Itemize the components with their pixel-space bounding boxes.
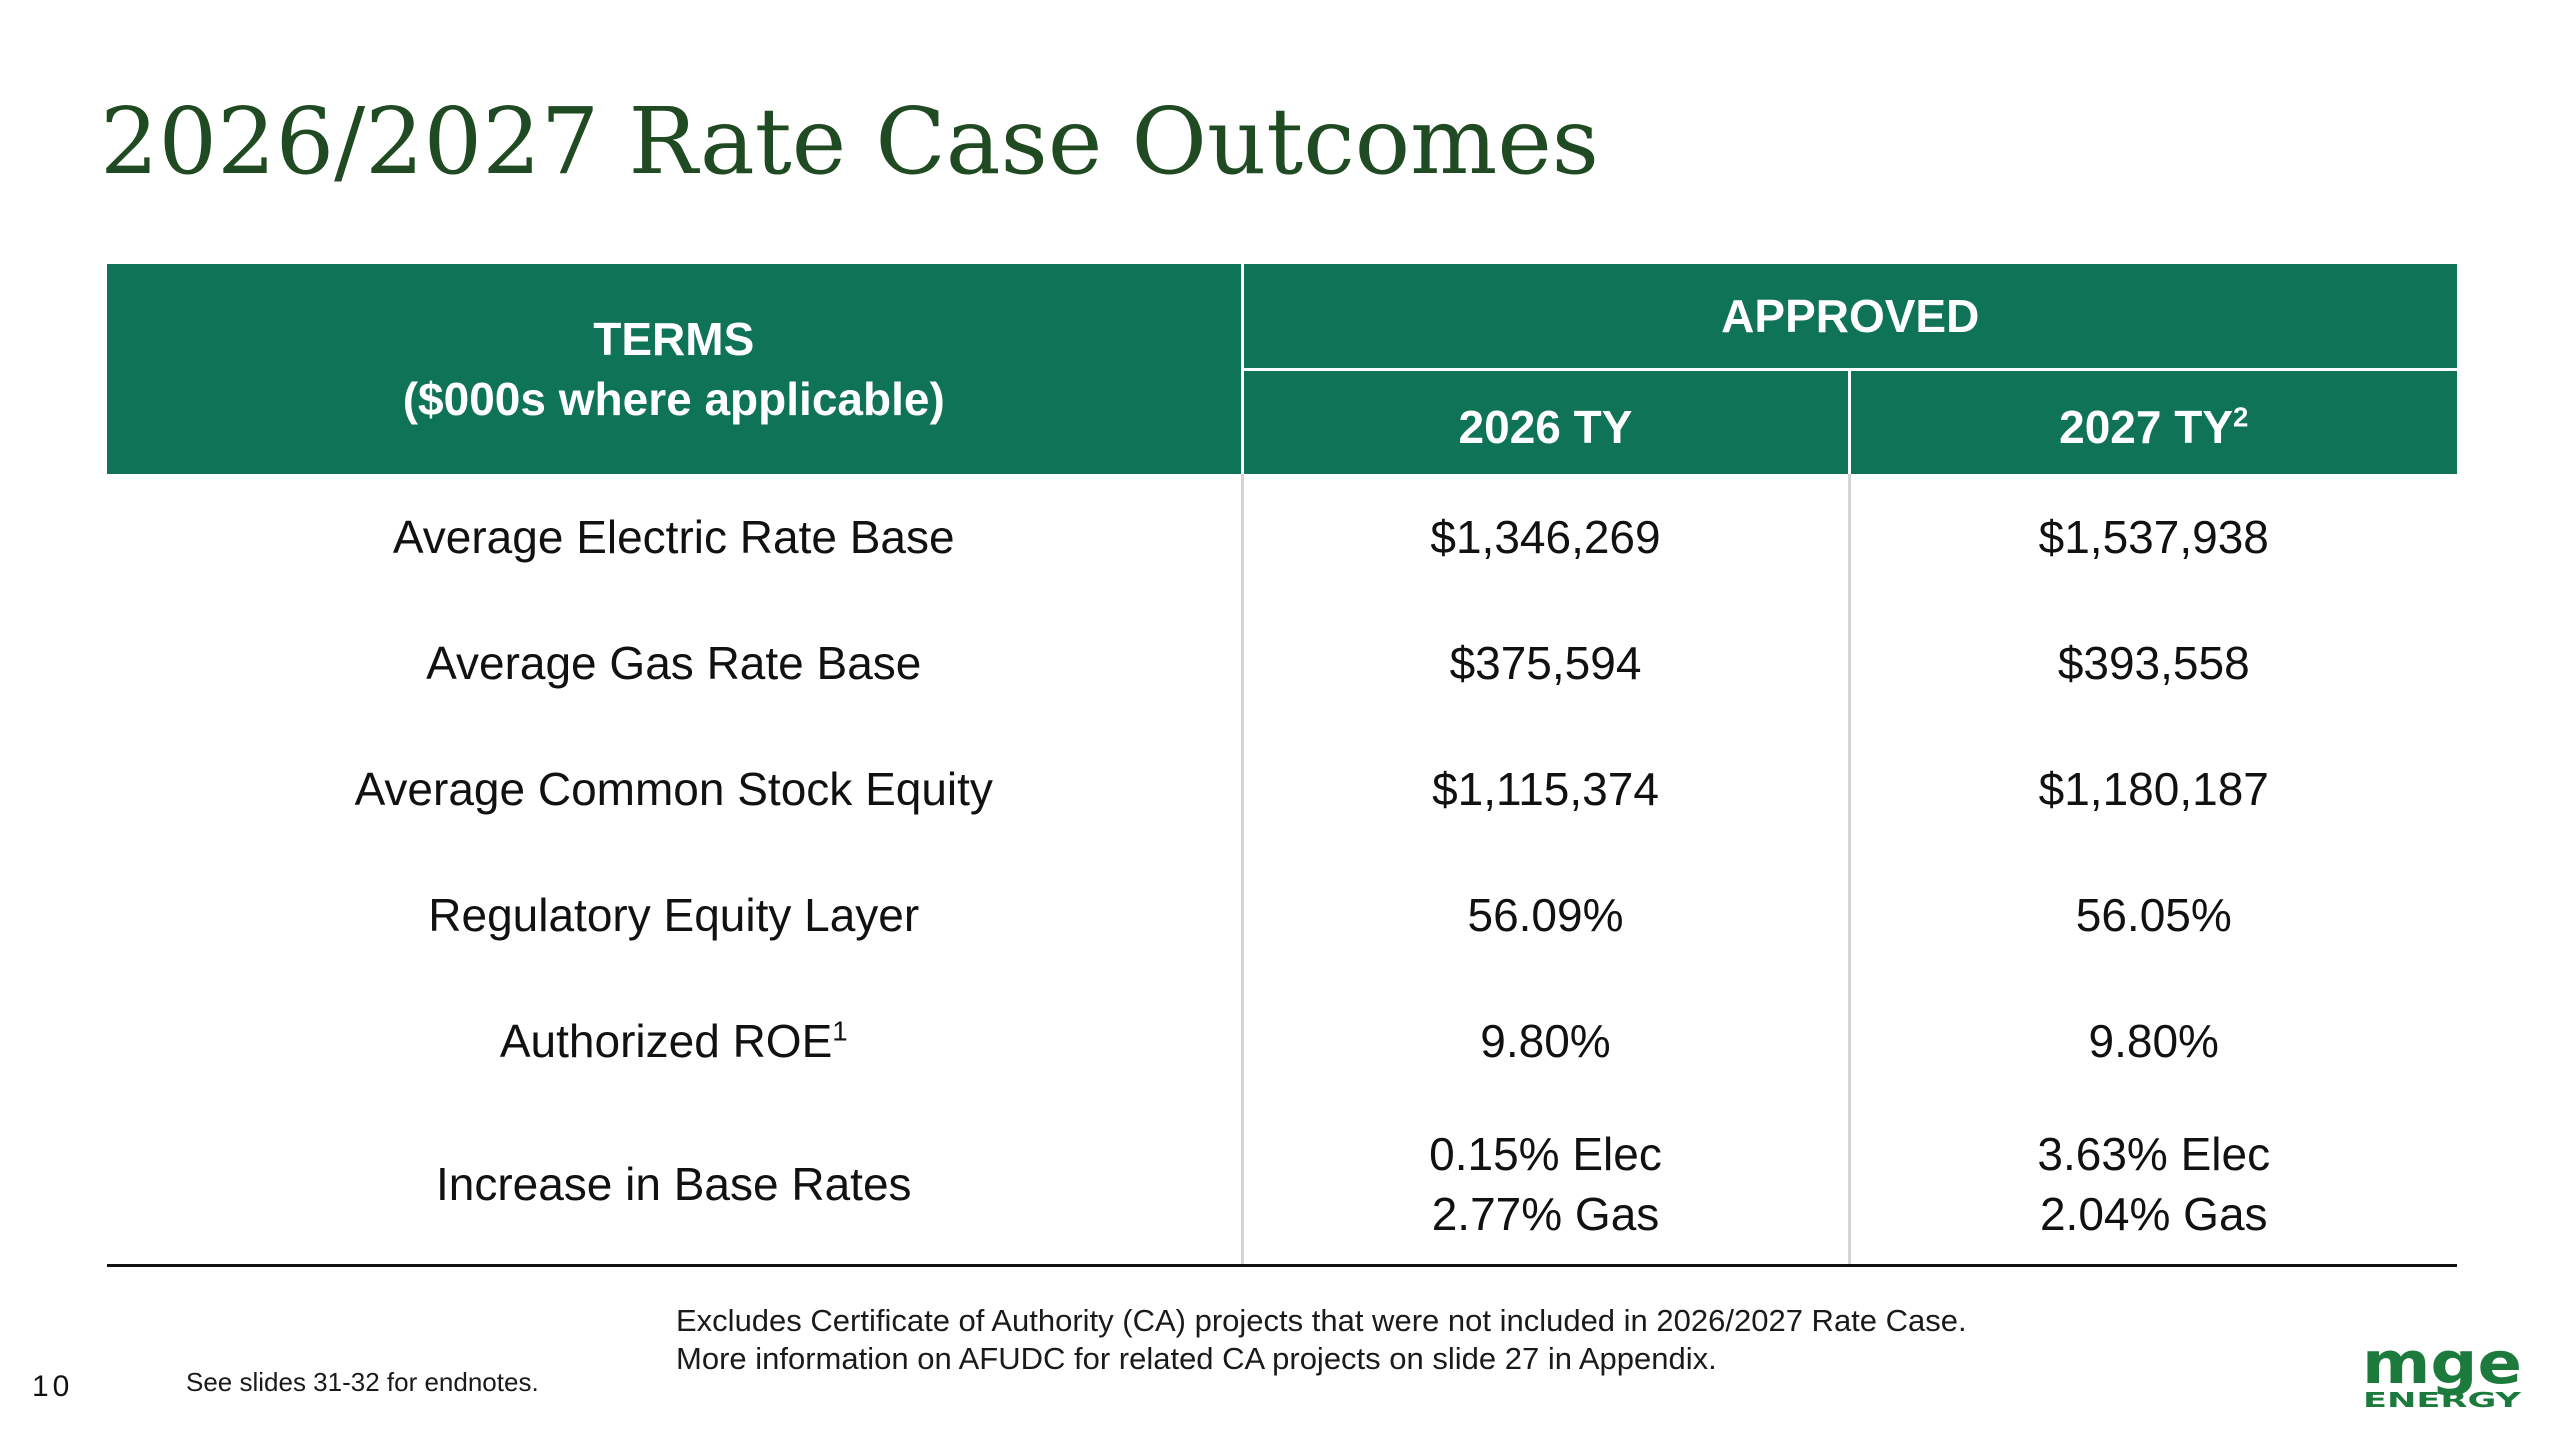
value-2026-cell: 0.15% Elec 2.77% Gas xyxy=(1240,1104,1849,1267)
gas-increase: 2.77% Gas xyxy=(1431,1188,1660,1240)
term-label: Regulatory Equity Layer xyxy=(428,889,920,941)
term-label: Average Gas Rate Base xyxy=(426,637,922,689)
page-number: 10 xyxy=(32,1370,74,1403)
term-cell: Authorized ROE1 xyxy=(107,978,1242,1104)
term-cell: Average Gas Rate Base xyxy=(107,600,1242,726)
footnote-marker: 1 xyxy=(832,1015,848,1047)
elec-increase: 0.15% Elec xyxy=(1429,1128,1662,1180)
term-label: Authorized ROE xyxy=(499,1015,833,1067)
value-2026-cell: 56.09% xyxy=(1240,852,1849,978)
value-2026-cell: $1,115,374 xyxy=(1240,726,1849,852)
term-cell: Average Electric Rate Base xyxy=(107,474,1242,600)
value-2026-cell: 9.80% xyxy=(1240,978,1849,1104)
footnote-marker: 2 xyxy=(2233,401,2249,433)
value-2027-cell: 9.80% xyxy=(1847,978,2458,1104)
term-label: Increase in Base Rates xyxy=(435,1158,912,1210)
endnotes-reference: See slides 31-32 for endnotes. xyxy=(186,1367,539,1397)
year-2027-header: 2027 TY2 xyxy=(1849,369,2458,474)
table-row: Regulatory Equity Layer 56.09% 56.05% xyxy=(107,852,2458,978)
terms-header-title: TERMS xyxy=(593,313,755,365)
footnote-line: Excludes Certificate of Authority (CA) p… xyxy=(676,1303,1967,1338)
table-row: Average Common Stock Equity $1,115,374 $… xyxy=(107,726,2458,852)
terms-header: TERMS ($000s where applicable) xyxy=(107,264,1244,474)
table-footnote: Excludes Certificate of Authority (CA) p… xyxy=(676,1302,1967,1378)
value-2026-cell: $375,594 xyxy=(1240,600,1849,726)
elec-increase: 3.63% Elec xyxy=(2037,1128,2271,1180)
year-2027-label: 2027 TY xyxy=(2059,401,2234,454)
footnote-line: More information on AFUDC for related CA… xyxy=(676,1341,1717,1376)
gas-increase: 2.04% Gas xyxy=(2039,1188,2268,1240)
year-2026-header: 2026 TY xyxy=(1242,369,1851,474)
svg-text:mge: mge xyxy=(2362,1335,2522,1397)
value-2027-cell: $1,180,187 xyxy=(1847,726,2458,852)
value-2027-cell: $1,537,938 xyxy=(1847,474,2458,600)
term-cell: Average Common Stock Equity xyxy=(107,726,1242,852)
svg-text:ENERGY: ENERGY xyxy=(2363,1388,2522,1410)
term-label: Average Common Stock Equity xyxy=(354,763,993,815)
value-2026-cell: $1,346,269 xyxy=(1240,474,1849,600)
rate-case-table: TERMS ($000s where applicable) APPROVED … xyxy=(107,264,2458,1267)
term-cell: Regulatory Equity Layer xyxy=(107,852,1242,978)
table-row: Authorized ROE1 9.80% 9.80% xyxy=(107,978,2458,1104)
term-label: Average Electric Rate Base xyxy=(392,511,955,563)
approved-header: APPROVED xyxy=(1242,264,2458,372)
term-cell: Increase in Base Rates xyxy=(107,1104,1242,1267)
value-2027-cell: 3.63% Elec 2.04% Gas xyxy=(1847,1104,2458,1267)
table-row: Increase in Base Rates 0.15% Elec 2.77% … xyxy=(107,1104,2458,1267)
value-2027-cell: 56.05% xyxy=(1847,852,2458,978)
terms-header-subtitle: ($000s where applicable) xyxy=(402,373,945,425)
table-row: Average Gas Rate Base $375,594 $393,558 xyxy=(107,600,2458,726)
table-row: Average Electric Rate Base $1,346,269 $1… xyxy=(107,474,2458,600)
page-title: 2026/2027 Rate Case Outcomes xyxy=(100,88,1599,195)
value-2027-cell: $393,558 xyxy=(1847,600,2458,726)
mge-energy-logo: mge ENERGY xyxy=(2362,1335,2522,1410)
year-2026-label: 2026 TY xyxy=(1458,401,1633,454)
